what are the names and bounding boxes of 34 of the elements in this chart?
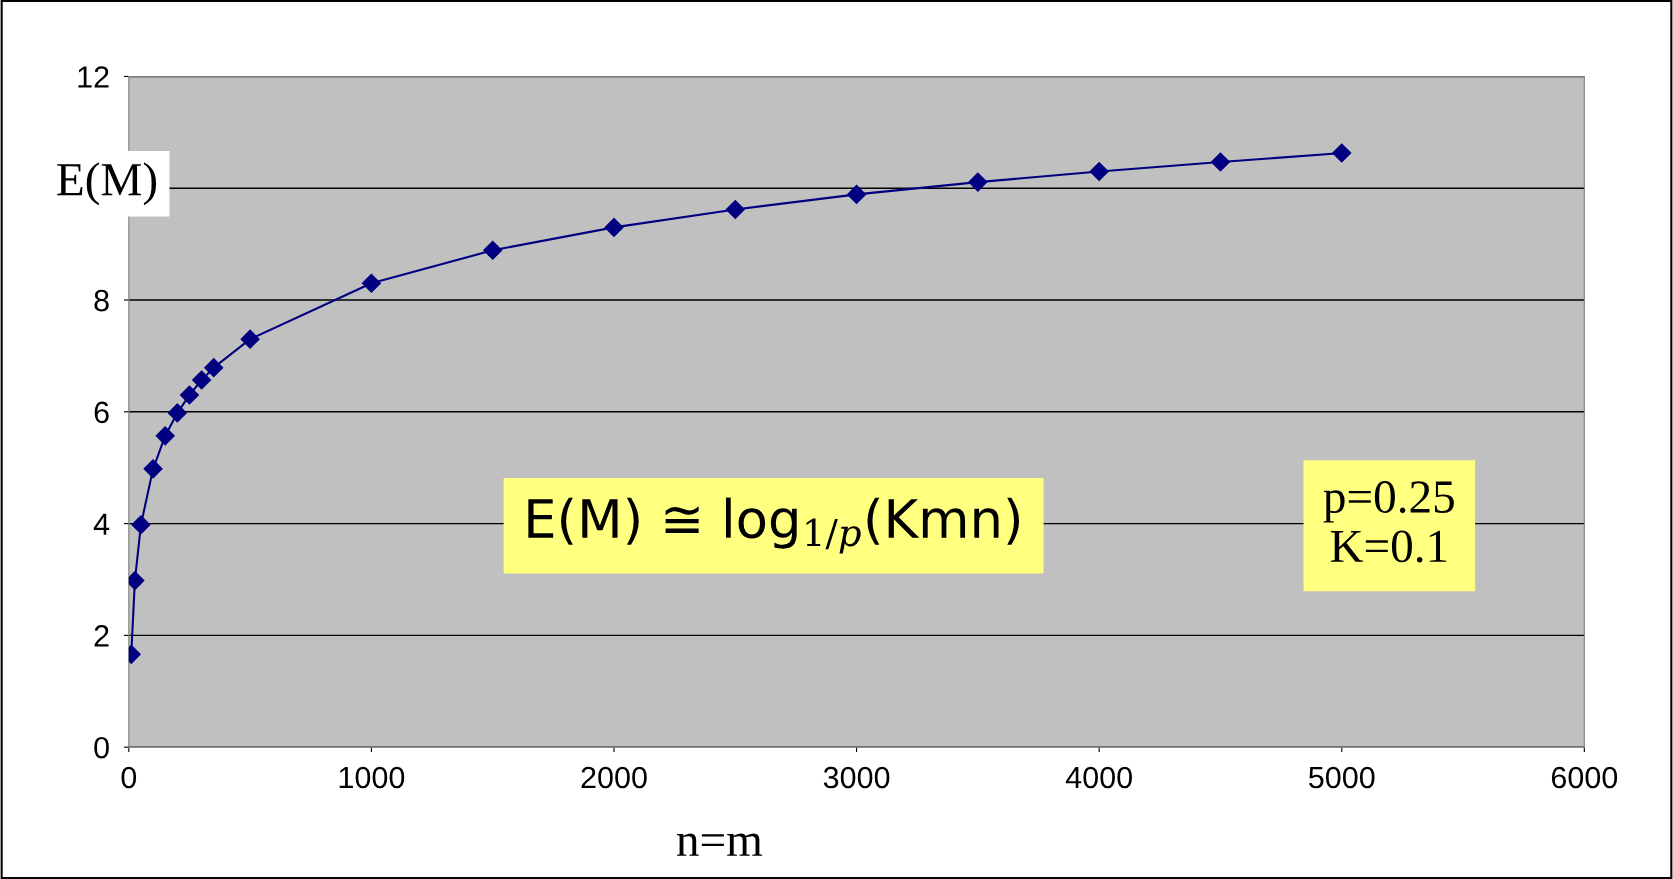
x-tick-label: 0	[121, 766, 137, 789]
x-tick-label: 5000	[1308, 766, 1375, 789]
x-tick-label: 3000	[823, 766, 890, 789]
point	[361, 273, 381, 293]
point	[604, 217, 624, 237]
y-tick-label: 0	[94, 736, 109, 759]
y-tick-label: 12	[78, 66, 109, 88]
y-tick-label: 8	[94, 289, 109, 312]
point	[143, 459, 163, 479]
point	[1089, 161, 1109, 182]
x-tick-label: 6000	[1551, 766, 1618, 789]
point	[968, 172, 988, 192]
point	[179, 385, 200, 405]
point	[131, 515, 151, 535]
point	[725, 199, 745, 220]
y-tick-label: 2	[94, 625, 109, 647]
point	[204, 358, 224, 378]
x-tick-label: 2000	[581, 766, 647, 789]
y-axis-title: E(M)	[57, 162, 157, 206]
annotation: E(M) ≅ log$_{1/p}$(Kmn)	[528, 497, 1020, 554]
x-tick-label: 4000	[1065, 766, 1132, 789]
point	[483, 240, 503, 260]
point	[1210, 152, 1230, 172]
point	[1332, 143, 1352, 163]
point	[847, 184, 867, 204]
point	[192, 370, 212, 390]
annotation: p=0.25 K=0.1	[1323, 481, 1454, 563]
y-tick-label: 4	[93, 513, 110, 535]
x-tick-label: 1000	[339, 766, 405, 789]
x-axis-title: n=m	[676, 833, 763, 856]
point	[240, 329, 260, 349]
point	[155, 426, 175, 446]
point	[167, 403, 187, 423]
y-tick-label: 6	[94, 401, 109, 424]
